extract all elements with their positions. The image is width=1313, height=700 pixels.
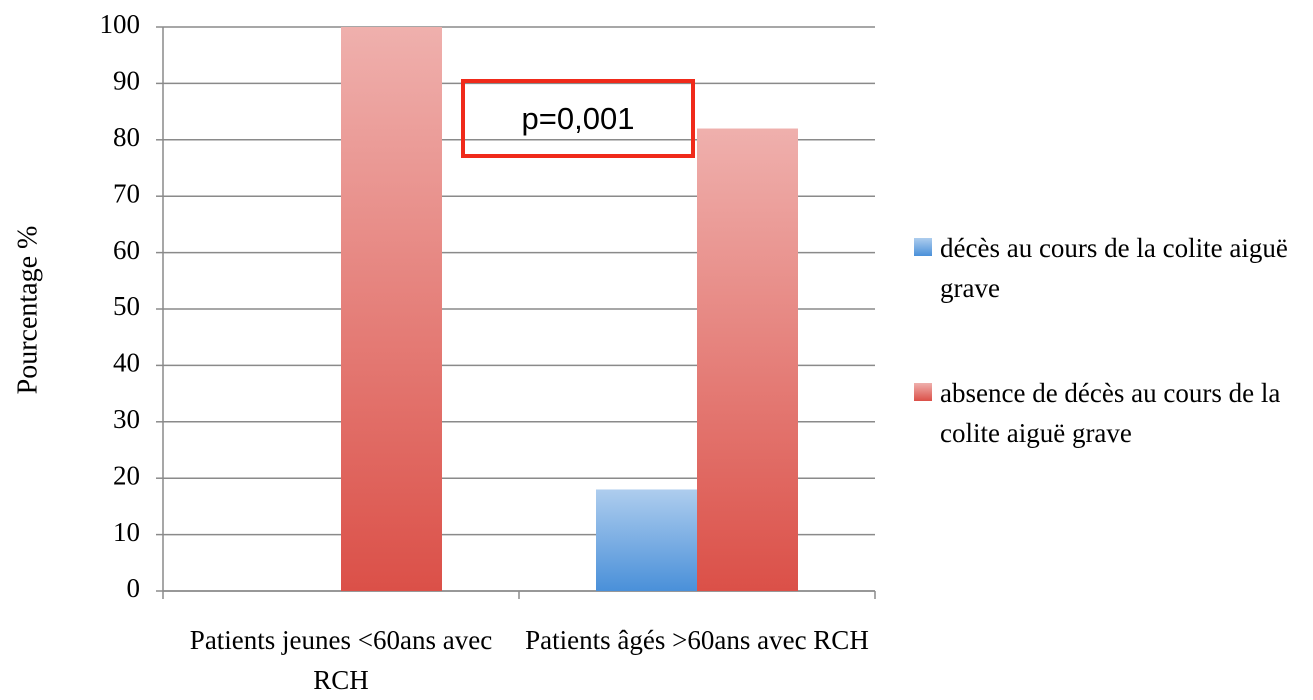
y-tick-label: 30 — [113, 404, 140, 434]
bar — [596, 489, 697, 591]
legend-swatch — [914, 383, 932, 401]
y-tick-label: 0 — [127, 573, 141, 603]
y-tick-label: 40 — [113, 348, 140, 378]
y-tick-label: 90 — [113, 66, 140, 96]
y-tick-label: 20 — [113, 460, 140, 490]
bar — [697, 128, 798, 591]
legend-label: décès au cours de la colite aiguë grave — [940, 233, 1288, 303]
legend-item: absence de décès au cours de la colite a… — [914, 373, 1313, 453]
y-tick-label: 50 — [113, 291, 140, 321]
bar — [341, 27, 442, 591]
y-tick-label: 80 — [113, 122, 140, 152]
x-tick-label: Patients âgés >60ans avec RCH — [525, 625, 869, 655]
legend-swatch — [914, 238, 932, 256]
x-tick-label: Patients jeunes <60ans avec RCH — [189, 625, 493, 695]
legend-label: absence de décès au cours de la colite a… — [940, 378, 1281, 448]
legend-item: décès au cours de la colite aiguë grave — [914, 228, 1313, 308]
annotation: p=0,001 — [461, 79, 695, 158]
y-tick-label: 60 — [113, 235, 140, 265]
y-axis-label: Pourcentage % — [12, 226, 43, 395]
y-tick-label: 70 — [113, 178, 140, 208]
y-tick-label: 10 — [113, 517, 140, 547]
y-tick-label: 100 — [100, 9, 141, 39]
